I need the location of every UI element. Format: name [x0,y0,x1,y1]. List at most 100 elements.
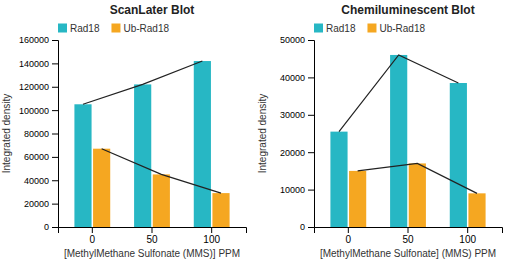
y-tick: 40000 [280,73,314,83]
plot-area [330,55,485,227]
tick-mark [308,190,314,191]
bar [74,104,91,227]
axis-line [52,41,59,228]
legend-item: Ub-Rad18 [111,23,169,34]
y-tick: 60000 [24,152,58,162]
series-line [339,55,458,132]
y-tick: 10000 [280,185,314,195]
tick-label: 140000 [19,59,49,69]
y-axis-title: Integrated density [1,94,12,174]
bar-series [330,55,467,227]
legend-swatch [314,24,323,33]
tick-label: 160000 [19,35,49,45]
tick-label: 100000 [19,106,49,116]
x-tick: 0 [90,227,96,245]
tick-mark [52,87,58,88]
y-tick: 50000 [280,35,314,45]
y-tick: 30000 [280,110,314,120]
bar-series [93,149,230,227]
y-tick: 80000 [24,129,58,139]
tick-label: 120000 [19,82,49,92]
y-tick: 0 [44,222,58,232]
y-tick: 40000 [24,176,58,186]
legend-label: Ub-Rad18 [379,23,425,34]
tick-mark [308,77,314,78]
tick-mark [467,227,468,233]
tick-mark [52,63,58,64]
tick-mark [152,227,153,233]
y-axis: 0 20000 40000 60000 80000 100000 120000 140000 1… [19,35,59,232]
bar [349,171,366,227]
tick-label: 60000 [24,152,49,162]
legend-swatch [58,24,67,33]
tick-mark [92,227,93,233]
x-tick: 50 [146,227,158,245]
bar [153,174,170,227]
plot-area [74,61,229,227]
x-axis-title: [MethylMethane Sulfonate] (MMS) PPM [320,248,496,259]
y-tick: 160000 [19,35,58,45]
tick-mark [408,227,409,233]
series-line [358,163,477,193]
bar [390,55,407,227]
tick-label: 0 [346,234,352,245]
tick-mark [348,227,349,233]
tick-label: 50 [402,234,414,245]
tick-mark [52,227,58,228]
bar [330,132,347,227]
legend-swatch [111,24,120,33]
legend-label: Ub-Rad18 [123,23,169,34]
tick-label: 50 [146,234,158,245]
y-axis-title: Integrated density [257,94,268,174]
bar [468,193,485,227]
legend-item: Ub-Rad18 [367,23,425,34]
tick-label: 40000 [280,73,305,83]
x-tick: 0 [346,227,352,245]
series-line [83,61,202,104]
legend-swatch [367,24,376,33]
tick-label: 0 [44,222,49,232]
chart-title: Chemiluminescent Blot [341,3,474,17]
bar [194,61,211,227]
tick-mark [52,134,58,135]
tick-label: 20000 [24,199,49,209]
tick-mark [52,110,58,111]
bar-series [74,61,211,227]
tick-label: 0 [90,234,96,245]
tick-label: 50000 [280,35,305,45]
legend-item: Rad18 [58,23,100,34]
axis-line [315,228,503,234]
x-tick: 50 [402,227,414,245]
y-tick: 120000 [19,82,58,92]
tick-label: 30000 [280,110,305,120]
tick-label: 40000 [24,176,49,186]
legend-label: Rad18 [70,23,100,34]
bar [450,83,467,227]
tick-mark [308,152,314,153]
x-tick: 100 [203,227,220,245]
y-axis: 0 10000 20000 30000 40000 50000 [280,35,315,232]
y-tick: 20000 [280,148,314,158]
x-axis-title: [MethylMethane Sulfonate (MMS)] PPM [64,248,240,259]
legend: Rad18 Ub-Rad18 [58,23,169,34]
axis-line [308,41,315,228]
tick-label: 10000 [280,185,305,195]
tick-mark [52,40,58,41]
legend: Rad18 Ub-Rad18 [314,23,425,34]
bar [93,149,110,227]
tick-mark [308,115,314,116]
tick-label: 100 [203,234,220,245]
bar-series [349,163,486,227]
y-tick: 140000 [19,59,58,69]
y-tick: 0 [300,222,314,232]
legend-item: Rad18 [314,23,356,34]
chart-title: ScanLater Blot [110,3,195,17]
tick-label: 80000 [24,129,49,139]
bar [134,84,151,227]
tick-mark [308,227,314,228]
legend-label: Rad18 [326,23,356,34]
y-tick: 20000 [24,199,58,209]
x-tick: 100 [459,227,476,245]
tick-mark [52,204,58,205]
y-tick: 100000 [19,106,58,116]
